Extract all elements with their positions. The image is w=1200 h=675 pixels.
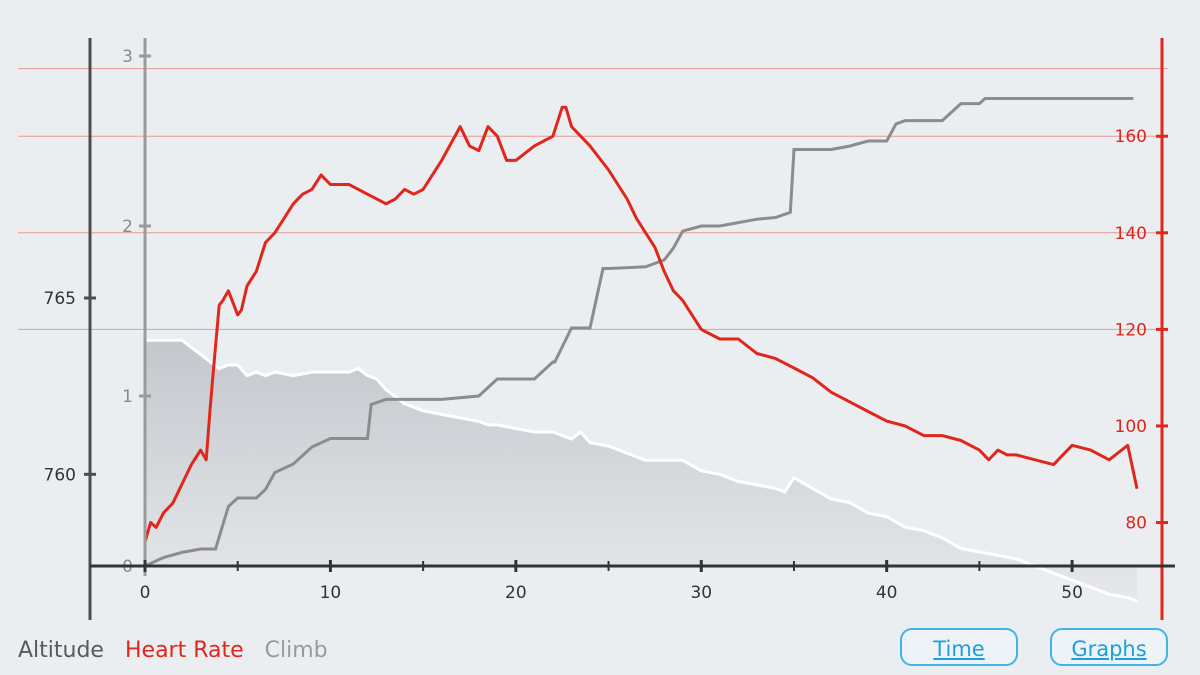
x-tick-label: 50 [1061, 583, 1083, 603]
altitude-tick-label: 760 [44, 465, 76, 485]
altitude-area [145, 340, 1137, 602]
heart-rate-tick-label: 80 [1125, 514, 1147, 534]
x-tick-label: 30 [690, 583, 712, 603]
x-tick-label: 20 [505, 583, 527, 603]
altitude-line [145, 338, 1138, 603]
legend-altitude: Altitude [18, 638, 104, 663]
climb-line [144, 97, 1134, 568]
chart: 76076501238010012014016001020304050 [18, 38, 1175, 620]
heart-rate-tick-label: 160 [1115, 127, 1147, 147]
heart-rate-tick-label: 100 [1115, 417, 1147, 437]
x-tick-label: 10 [320, 583, 342, 603]
time-button[interactable]: Time [900, 628, 1018, 666]
graphs-button[interactable]: Graphs [1050, 628, 1168, 666]
heart-rate-line [143, 105, 1139, 543]
x-tick-label: 0 [140, 583, 151, 603]
legend-climb: Climb [264, 638, 328, 663]
heart-rate-tick-label: 140 [1115, 224, 1147, 244]
heart-rate-tick-label: 120 [1115, 320, 1147, 340]
axes: 76076501238010012014016001020304050 [44, 38, 1175, 620]
climb-tick-label: 3 [122, 47, 133, 67]
climb-tick-label: 2 [122, 217, 133, 237]
legend-heart-rate: Heart Rate [124, 638, 244, 663]
x-tick-label: 40 [876, 583, 898, 603]
climb-tick-label: 1 [122, 387, 133, 407]
legend: Altitude Heart Rate Climb [18, 638, 342, 663]
altitude-tick-label: 765 [44, 289, 76, 309]
heart-rate-gridlines [18, 68, 1168, 330]
